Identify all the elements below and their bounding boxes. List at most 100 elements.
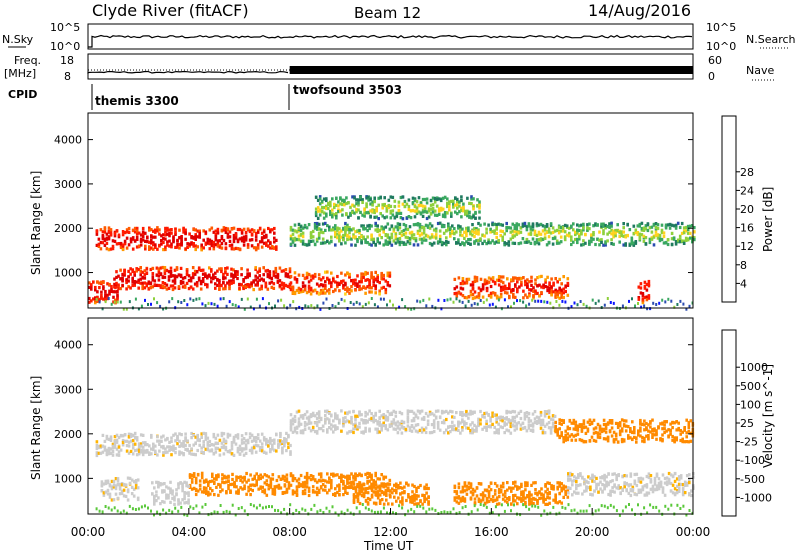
heatmap-cell	[331, 304, 334, 307]
heatmap-cell	[552, 484, 555, 488]
heatmap-cell	[367, 198, 370, 202]
heatmap-cell	[295, 288, 299, 293]
heatmap-cell	[98, 281, 101, 285]
heatmap-cell	[242, 286, 245, 291]
heatmap-cell	[207, 481, 210, 485]
heatmap-cell	[317, 420, 321, 424]
heatmap-cell	[219, 490, 222, 494]
heatmap-cell	[685, 431, 688, 435]
heatmap-cell	[653, 433, 656, 437]
heatmap-cell	[144, 244, 147, 248]
heatmap-cell	[410, 419, 414, 423]
heatmap-cell	[612, 229, 615, 233]
heatmap-cell	[580, 439, 584, 443]
heatmap-cell	[682, 302, 685, 306]
heatmap-cell	[509, 421, 513, 425]
heatmap-cell	[633, 435, 636, 439]
heatmap-cell	[564, 429, 567, 433]
heatmap-cell	[558, 427, 561, 431]
heatmap-cell	[127, 435, 131, 439]
heatmap-cell	[340, 473, 343, 478]
heatmap-cell	[217, 482, 220, 487]
heatmap-cell	[329, 200, 332, 204]
heatmap-cell	[192, 452, 195, 456]
heatmap-cell	[137, 231, 141, 235]
heatmap-cell	[232, 226, 236, 230]
heatmap-band	[289, 221, 696, 247]
heatmap-cell	[555, 228, 559, 232]
heatmap-cell	[92, 297, 95, 301]
heatmap-cell	[225, 491, 228, 495]
heatmap-cell	[487, 492, 491, 496]
heatmap-cell	[456, 200, 459, 204]
heatmap-cell	[646, 228, 650, 233]
heatmap-cell	[465, 484, 469, 488]
heatmap-cell	[352, 423, 355, 427]
heatmap-cell	[315, 237, 319, 241]
heatmap-cell	[99, 241, 103, 245]
heatmap-cell	[544, 278, 547, 282]
heatmap-cell	[532, 481, 535, 485]
heatmap-cell	[283, 444, 286, 448]
heatmap-cell	[354, 283, 357, 287]
heatmap-cell	[168, 448, 171, 452]
heatmap-cell	[528, 280, 531, 284]
heatmap-cell	[266, 268, 270, 273]
heatmap-cell	[301, 281, 305, 285]
heatmap-cell	[534, 291, 537, 296]
heatmap-cell	[244, 238, 248, 242]
heatmap-cell	[135, 229, 139, 233]
heatmap-cell	[292, 300, 295, 304]
heatmap-cell	[518, 285, 521, 289]
heatmap-cell	[240, 229, 244, 233]
heatmap-cell	[535, 420, 539, 424]
heatmap-cell	[364, 429, 367, 433]
heatmap-cell	[139, 273, 142, 277]
heatmap-cell	[319, 290, 323, 294]
heatmap-cell	[404, 231, 408, 235]
heatmap-cell	[95, 444, 99, 448]
heatmap-cell	[148, 226, 151, 230]
heatmap-cell	[275, 247, 278, 251]
heatmap-cell	[566, 425, 570, 429]
heatmap-cell	[495, 502, 499, 506]
heatmap-cell	[499, 289, 503, 293]
heatmap-cell	[240, 273, 243, 277]
heatmap-cell	[576, 223, 579, 227]
heatmap-cell	[167, 270, 171, 274]
heatmap-cell	[222, 440, 226, 444]
heatmap-cell	[481, 491, 485, 495]
heatmap-cell	[162, 307, 165, 311]
heatmap-cell	[493, 481, 497, 486]
heatmap-cell	[303, 421, 307, 425]
heatmap-cell	[643, 304, 646, 308]
heatmap-cell	[382, 273, 385, 277]
heatmap-cell	[485, 289, 489, 293]
heatmap-cell	[522, 300, 525, 304]
heatmap-cell	[268, 273, 272, 278]
heatmap-cell	[111, 442, 115, 446]
heatmap-cell	[666, 223, 670, 227]
heatmap-cell	[375, 215, 378, 219]
heatmap-cell	[303, 475, 307, 479]
heatmap-cell	[297, 238, 301, 242]
heatmap-cell	[256, 246, 260, 250]
heatmap-cell	[677, 427, 680, 431]
heatmap-cell	[510, 305, 512, 309]
heatmap-cell	[218, 438, 222, 442]
heatmap-cell	[352, 235, 355, 239]
heatmap-cell	[610, 242, 613, 246]
heatmap-cell	[293, 236, 297, 240]
heatmap-cell	[283, 491, 287, 495]
heatmap-cell	[392, 421, 396, 425]
heatmap-cell	[365, 202, 368, 206]
heatmap-cell	[483, 501, 487, 505]
heatmap-cell	[116, 290, 119, 294]
heatmap-cell	[330, 486, 333, 490]
heatmap-cell	[205, 486, 208, 490]
heatmap-cell	[479, 493, 483, 497]
heatmap-cell	[639, 421, 642, 425]
heatmap-cell	[353, 204, 356, 208]
colorbar-tick-label: 20	[740, 203, 754, 216]
heatmap-cell	[321, 288, 325, 292]
